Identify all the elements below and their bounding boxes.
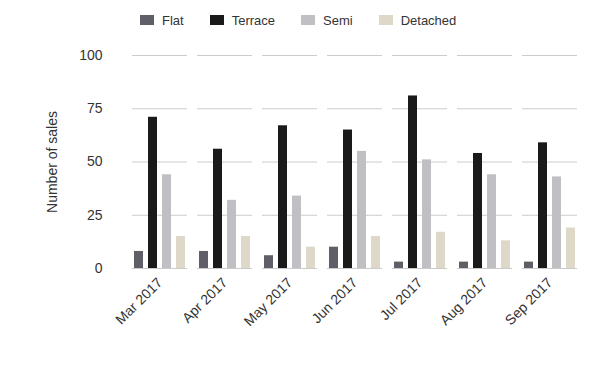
svg-text:Aug 2017: Aug 2017 [437, 274, 491, 328]
svg-text:Jul 2017: Jul 2017 [377, 274, 426, 323]
svg-text:25: 25 [87, 207, 103, 223]
html-text:Terrace: Terrace [231, 12, 275, 28]
svg-text:50: 50 [87, 153, 103, 169]
svg-text:100: 100 [79, 47, 103, 63]
svg-text:Sep 2017: Sep 2017 [502, 274, 556, 328]
svg-text:Jun 2017: Jun 2017 [308, 274, 360, 326]
html-text:Flat: Flat [162, 12, 184, 28]
svg-text:Apr 2017: Apr 2017 [179, 274, 231, 326]
html-text:Detached: Detached [400, 12, 457, 28]
svg-text:0: 0 [95, 260, 103, 276]
svg-text:Mar 2017: Mar 2017 [112, 274, 165, 327]
svg-text:Number of sales: Number of sales [44, 111, 60, 213]
html-text:Semi: Semi [323, 12, 353, 28]
svg-text:75: 75 [87, 100, 103, 116]
svg-text:May 2017: May 2017 [240, 274, 295, 329]
